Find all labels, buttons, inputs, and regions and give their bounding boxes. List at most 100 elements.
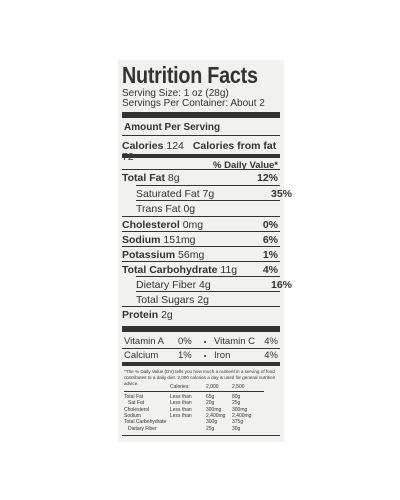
nutrient-label: Trans Fat (136, 203, 181, 215)
nutrient-dv: 35% (270, 188, 292, 200)
vitamin-right-dv: 4% (264, 336, 278, 347)
nutrient-row: Potassium 56mg 1% (122, 250, 280, 261)
vitamin-left: Vitamin A (124, 336, 164, 347)
title: Nutrition Facts (122, 62, 258, 88)
rule (124, 391, 264, 392)
rule (122, 261, 280, 262)
nutrient-amount: 56mg (178, 249, 205, 261)
rule (122, 154, 280, 158)
dv-table-cell: 300mg (206, 406, 222, 413)
nutrient-dv: 6% (262, 234, 278, 246)
nutrient-amount: 7g (202, 188, 215, 200)
dv-table-cell: Dietary Fiber (128, 425, 157, 432)
nutrient-label: Potassium (122, 249, 176, 261)
serving-size: Serving Size: 1 oz (28g) (122, 88, 229, 99)
nutrient-dv: 4% (262, 264, 278, 276)
nutrient-amount: 0g (183, 203, 196, 215)
nutrient-amount: 151mg (163, 234, 196, 246)
nutrient-row: Total Sugars 2g (122, 295, 294, 306)
nutrient-row: Protein 2g (122, 310, 280, 321)
calories-value: 124 (166, 140, 184, 152)
dv-table-cell: 300g (206, 419, 218, 426)
rule (122, 326, 280, 332)
separator-dot (204, 341, 206, 343)
dv-table-cell: 25g (232, 400, 241, 407)
dv-table-cell: 2,400mg (206, 412, 226, 419)
nutrient-amount: 2g (161, 309, 173, 321)
dv-table-cell: Cholesterol (124, 406, 150, 413)
dv-table-cell: Total Carbohydrate (124, 419, 167, 426)
nutrient-row: Total Carbohydrate 11g 4% (122, 265, 280, 276)
nutrient-amount: 0mg (182, 219, 204, 231)
nutrient-dv: 1% (262, 249, 278, 261)
rule (136, 291, 280, 292)
servings: Servings Per Container: About 2 (122, 98, 265, 109)
dv-table-cell: Total Fat (124, 394, 144, 400)
vitamin-left-dv: 0% (178, 336, 192, 347)
rule (122, 216, 280, 217)
nutrient-dv: 12% (256, 172, 278, 184)
footnote: *The % Daily Value (DV) tells you how mu… (124, 369, 276, 386)
rule (122, 306, 280, 307)
dv-table-header: 2,500 (232, 384, 245, 390)
nutrient-amount: 11g (220, 264, 238, 276)
dv-table-cell: Less than (170, 394, 192, 400)
nutrient-row: Cholesterol 0mg 0% (122, 220, 280, 231)
nutrient-label: Total Fat (122, 172, 165, 184)
rule (122, 112, 280, 118)
dv-table-cell: 80g (232, 394, 241, 400)
vitamin-right: Vitamin C (214, 336, 256, 347)
dv-table-header: Calories: (170, 384, 190, 390)
dv-table-cell: 65g (206, 394, 215, 400)
nutrient-row: Saturated Fat 7g 35% (122, 189, 294, 200)
vitamin-left-dv: 1% (178, 350, 192, 361)
dv-table-cell: 375g (232, 419, 244, 426)
nutrient-dv: 0% (262, 219, 278, 231)
calories-fat-label: Calories from fat (192, 140, 277, 152)
dv-table-cell: 30g (232, 425, 241, 432)
dv-table-cell: Less than (170, 406, 192, 413)
vitamin-right: Iron (214, 350, 231, 361)
nutrient-label: Sodium (122, 234, 161, 246)
nutrient-amount: 2g (197, 294, 209, 306)
nutrient-amount: 4g (199, 279, 211, 291)
nutrient-label: Protein (122, 309, 159, 321)
rule (136, 185, 280, 186)
dv-table-cell: Less than (170, 412, 192, 419)
rule (122, 246, 280, 247)
rule (122, 435, 280, 436)
nutrient-row: Total Fat 8g 12% (122, 173, 280, 184)
dv-table-cell: Sat Fat (128, 400, 145, 407)
nutrient-label: Cholesterol (122, 219, 180, 231)
nutrient-dv: 16% (270, 279, 292, 291)
rule (136, 276, 280, 277)
rule (122, 169, 280, 170)
rule (136, 200, 280, 201)
nutrient-label: Dietary Fiber (136, 279, 197, 291)
calories-label: Calories (122, 140, 164, 152)
separator-dot (204, 355, 206, 357)
nutrient-row: Trans Fat 0g (122, 204, 294, 215)
vitamin-right-dv: 4% (264, 350, 278, 361)
calories-row: Calories 124 Calories from fat 72 (122, 141, 280, 162)
rule (122, 135, 280, 136)
dv-table-cell: 20g (206, 400, 215, 407)
dv-table-cell: Less than (170, 400, 192, 407)
rule (122, 231, 280, 232)
nutrient-label: Saturated Fat (136, 188, 200, 200)
nutrient-label: Total Sugars (136, 294, 195, 306)
nutrient-label: Total Carbohydrate (122, 264, 218, 276)
dv-table-cell: 25g (206, 425, 215, 432)
nutrient-row: Sodium 151mg 6% (122, 235, 280, 246)
nutrient-row: Dietary Fiber 4g 16% (122, 280, 294, 291)
dv-table-header: 2,000 (206, 384, 219, 390)
amount-per-serving: Amount Per Serving (124, 122, 221, 133)
dv-table-cell: 300mg (232, 406, 248, 413)
rule (122, 362, 280, 366)
rule (122, 348, 280, 349)
vitamin-left: Calcium (124, 350, 159, 361)
dv-table-cell: 2,400mg (232, 412, 252, 419)
nutrient-amount: 8g (167, 172, 180, 184)
dv-table-cell: Sodium (124, 412, 141, 419)
